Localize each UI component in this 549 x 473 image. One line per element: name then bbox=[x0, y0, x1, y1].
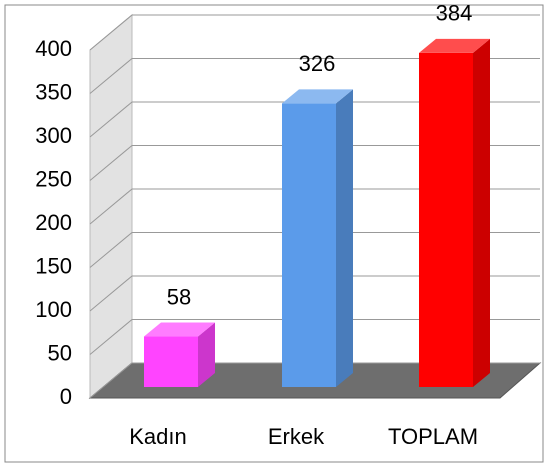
bar-top bbox=[419, 38, 490, 53]
y-tick-label: 0 bbox=[60, 384, 72, 409]
y-tick-label: 50 bbox=[48, 340, 72, 365]
bar-side bbox=[198, 322, 215, 387]
grid-line bbox=[89, 362, 540, 399]
x-tick-label: Kadın bbox=[129, 424, 187, 449]
x-tick-label: TOPLAM bbox=[388, 424, 478, 449]
grid-line bbox=[89, 58, 540, 94]
y-tick-label: 250 bbox=[35, 166, 72, 191]
y-tick-label: 100 bbox=[35, 297, 72, 322]
x-tick-label: Erkek bbox=[268, 424, 325, 449]
data-label: 326 bbox=[299, 51, 336, 76]
bar bbox=[144, 336, 198, 387]
data-label: 58 bbox=[167, 284, 191, 309]
y-tick-label: 400 bbox=[35, 36, 72, 61]
bar-top bbox=[144, 322, 215, 337]
grid-line bbox=[89, 145, 540, 181]
bar-side bbox=[473, 38, 490, 388]
bar bbox=[419, 52, 473, 388]
bar bbox=[282, 103, 336, 387]
grid-line bbox=[89, 188, 540, 225]
grid-line bbox=[89, 232, 540, 268]
y-tick-label: 150 bbox=[35, 253, 72, 278]
bar-top bbox=[282, 89, 353, 104]
y-tick-label: 350 bbox=[35, 79, 72, 104]
grid-line bbox=[89, 275, 540, 312]
data-label: 384 bbox=[436, 1, 473, 26]
grid-line bbox=[89, 319, 540, 355]
grid-line bbox=[89, 14, 540, 51]
y-tick-label: 200 bbox=[35, 210, 72, 235]
y-tick-label: 300 bbox=[35, 123, 72, 148]
bar-side bbox=[336, 89, 353, 387]
grid-line bbox=[89, 101, 540, 138]
